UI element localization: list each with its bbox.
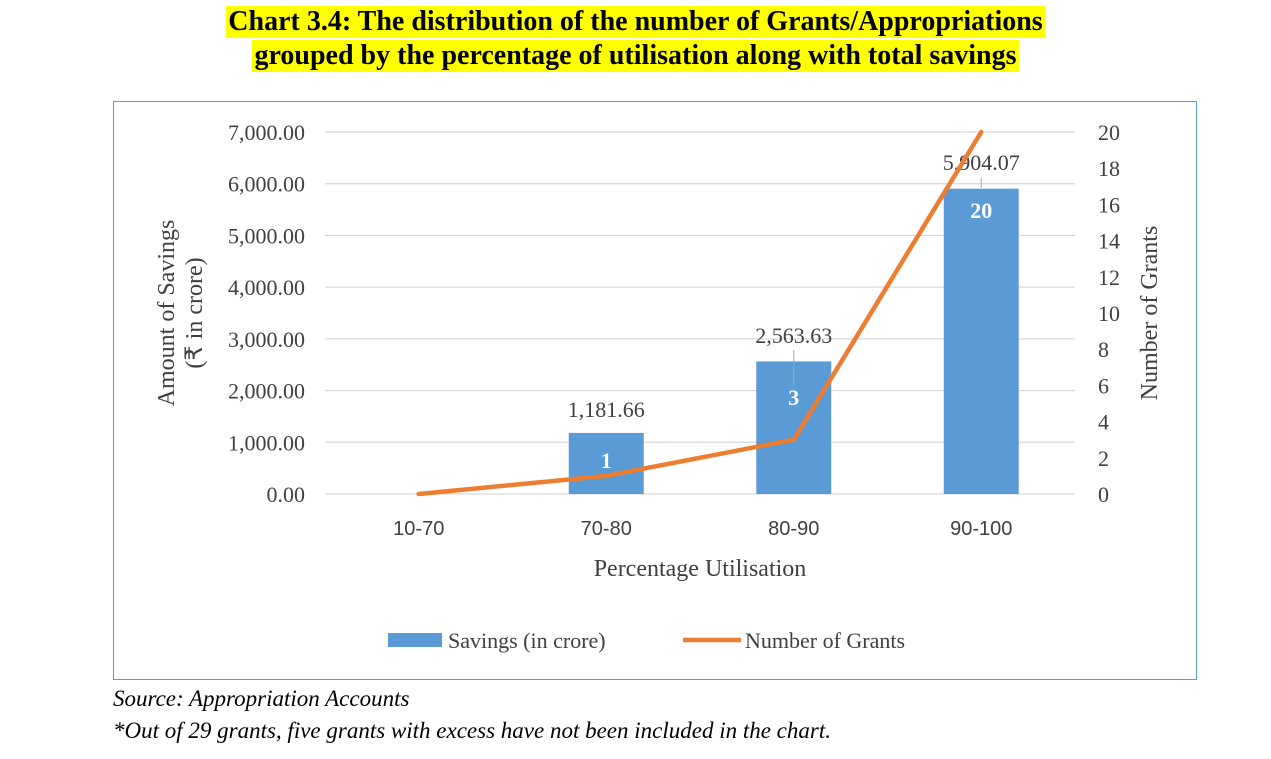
source-note: Source: Appropriation Accounts xyxy=(113,686,410,711)
x-axis-title: Percentage Utilisation xyxy=(594,556,807,582)
chart-title-line-2: grouped by the percentage of utilisation… xyxy=(252,40,1019,72)
y-tick-right-label: 16 xyxy=(1098,192,1120,217)
x-tick-label: 10-70 xyxy=(393,518,444,540)
x-tick-label: 80-90 xyxy=(768,518,819,540)
y-tick-right-label: 6 xyxy=(1098,373,1109,398)
line-value-label: 3 xyxy=(788,385,799,410)
y-tick-right-label: 4 xyxy=(1098,410,1109,435)
bar-savings xyxy=(943,188,1019,494)
y-tick-left-label: 1,000.00 xyxy=(228,430,305,455)
y-tick-right-label: 18 xyxy=(1098,156,1120,181)
combo-chart: 0.00 1,000.00 2,000.00 3,000.00 4,000.00 5,00… xyxy=(154,120,1163,653)
chart-title-line-1: Chart 3.4: The distribution of the numbe… xyxy=(226,6,1045,38)
y-tick-left-label: 6,000.00 xyxy=(228,172,305,197)
legend-label-grants: Number of Grants xyxy=(745,628,905,653)
legend-swatch-savings xyxy=(388,633,442,647)
y-tick-right-label: 10 xyxy=(1098,301,1120,326)
y-tick-left-label: 7,000.00 xyxy=(228,120,305,145)
line-value-label: 1 xyxy=(601,448,612,473)
y-tick-left-label: 5,000.00 xyxy=(228,223,305,248)
y-axis-title-left-line-1: Amount of Savings xyxy=(154,220,180,407)
chart-frame xyxy=(113,101,1197,680)
x-tick-label: 70-80 xyxy=(581,518,632,540)
y-tick-left-label: 2,000.00 xyxy=(228,379,305,404)
line-number-of-grants xyxy=(416,129,984,497)
footnote: *Out of 29 grants, five grants with exce… xyxy=(113,718,831,743)
legend-label-savings: Savings (in crore) xyxy=(448,628,606,653)
y-tick-right-label: 12 xyxy=(1098,265,1120,290)
bar-value-label: 5,904.07 xyxy=(943,150,1020,175)
x-tick-label: 90-100 xyxy=(950,518,1012,540)
y-tick-left-label: 3,000.00 xyxy=(228,327,305,352)
y-tick-right-label: 8 xyxy=(1098,337,1109,362)
y-tick-right-label: 14 xyxy=(1098,229,1120,254)
y-tick-left-label: 4,000.00 xyxy=(228,275,305,300)
bar-value-label: 2,563.63 xyxy=(755,323,832,348)
bar-value-label: 1,181.66 xyxy=(568,397,645,422)
line-value-label: 20 xyxy=(970,198,992,223)
y-tick-left-label: 0.00 xyxy=(267,482,306,507)
chart-title: Chart 3.4: The distribution of the numbe… xyxy=(0,6,1271,74)
y-axis-title-left-line-2: (₹ in crore) xyxy=(182,257,208,368)
y-tick-right-label: 2 xyxy=(1098,446,1109,471)
y-tick-right-label: 20 xyxy=(1098,120,1120,145)
y-axis-title-right: Number of Grants xyxy=(1137,226,1163,401)
bar-savings xyxy=(568,432,644,494)
y-tick-right-label: 0 xyxy=(1098,482,1109,507)
